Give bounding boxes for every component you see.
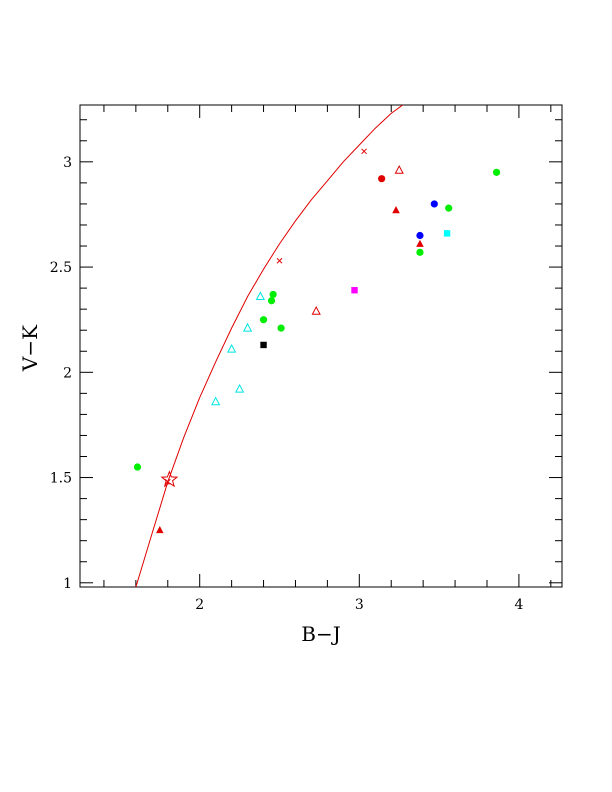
data-point <box>156 525 164 534</box>
x-axis-label: B−J <box>301 622 340 646</box>
data-point <box>234 383 245 393</box>
y-axis-label: V−K <box>18 324 42 372</box>
data-point <box>430 200 438 208</box>
data-point <box>255 291 265 301</box>
y-tick-label: 1.5 <box>50 471 72 487</box>
data-point <box>416 239 424 247</box>
y-tick-label: 3 <box>63 155 72 171</box>
data-point <box>445 204 453 212</box>
data-point <box>392 206 400 214</box>
x-tick-labels: 2 3 4 <box>195 597 523 613</box>
data-point <box>378 175 386 183</box>
data-points <box>133 164 501 534</box>
data-point <box>311 305 321 315</box>
x-tick-label: 4 <box>514 597 523 613</box>
y-tick-label: 2 <box>63 365 72 381</box>
x-tick-label: 2 <box>195 597 204 613</box>
data-point <box>267 297 276 305</box>
data-point <box>133 463 142 471</box>
data-point <box>226 343 237 353</box>
data-point <box>443 230 451 237</box>
curve-cross-marker <box>361 148 367 155</box>
data-point <box>269 290 277 299</box>
y-tick-labels: 1 1.5 2 2.5 3 <box>50 155 72 592</box>
plot-frame <box>79 104 563 588</box>
data-point <box>492 168 501 176</box>
data-point <box>394 164 404 174</box>
data-point <box>259 316 268 324</box>
data-point <box>277 324 285 332</box>
data-point <box>260 341 267 349</box>
y-tick-label: 1 <box>63 576 72 592</box>
axis-ticks <box>80 105 562 587</box>
data-point <box>351 287 358 294</box>
data-point <box>242 322 253 332</box>
curve-cross-marker <box>276 257 283 264</box>
x-tick-label: 3 <box>355 597 364 613</box>
curve-line <box>135 105 404 587</box>
y-tick-label: 2.5 <box>50 260 72 276</box>
data-point <box>211 396 221 406</box>
data-point <box>416 248 424 256</box>
model-curve <box>135 105 404 587</box>
data-point <box>416 231 424 240</box>
star-marker <box>160 470 179 488</box>
